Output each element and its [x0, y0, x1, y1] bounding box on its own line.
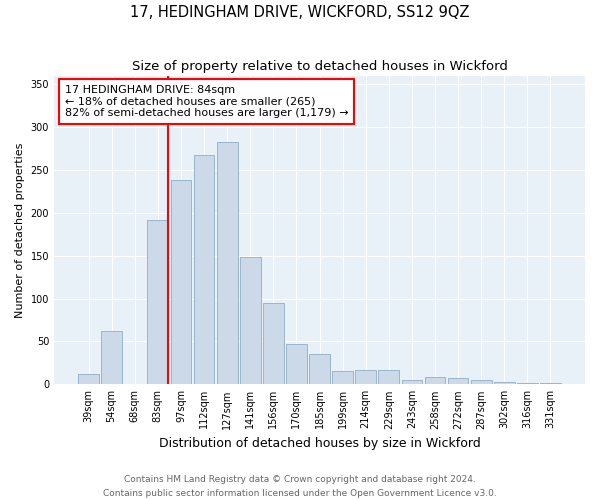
Bar [425, 378, 445, 384]
Bar [494, 382, 515, 384]
Bar [286, 344, 307, 385]
Text: Contains HM Land Registry data © Crown copyright and database right 2024.
Contai: Contains HM Land Registry data © Crown c… [103, 476, 497, 498]
Bar [379, 370, 399, 384]
Bar [78, 374, 99, 384]
Bar [101, 331, 122, 384]
Bar [309, 354, 330, 384]
Bar [148, 220, 168, 384]
Bar [355, 370, 376, 384]
Bar [540, 382, 561, 384]
Text: 17, HEDINGHAM DRIVE, WICKFORD, SS12 9QZ: 17, HEDINGHAM DRIVE, WICKFORD, SS12 9QZ [130, 5, 470, 20]
Y-axis label: Number of detached properties: Number of detached properties [15, 142, 25, 318]
Title: Size of property relative to detached houses in Wickford: Size of property relative to detached ho… [131, 60, 508, 73]
Bar [471, 380, 491, 384]
Bar [448, 378, 469, 384]
Bar [240, 258, 260, 384]
Bar [217, 142, 238, 384]
Bar [401, 380, 422, 384]
Bar [194, 156, 214, 384]
Bar [170, 180, 191, 384]
Bar [263, 303, 284, 384]
X-axis label: Distribution of detached houses by size in Wickford: Distribution of detached houses by size … [158, 437, 481, 450]
Bar [332, 372, 353, 384]
Text: 17 HEDINGHAM DRIVE: 84sqm
← 18% of detached houses are smaller (265)
82% of semi: 17 HEDINGHAM DRIVE: 84sqm ← 18% of detac… [65, 85, 348, 118]
